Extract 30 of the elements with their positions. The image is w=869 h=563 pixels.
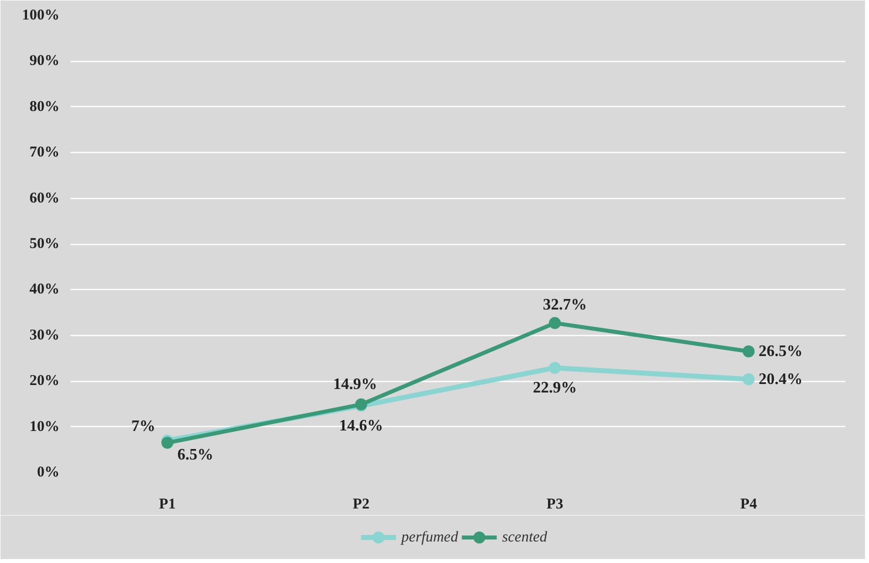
y-tick-label: 0%	[37, 464, 60, 480]
data-label: 6.5%	[177, 446, 214, 464]
y-tick-label: 80%	[30, 98, 60, 115]
y-tick-label: 40%	[30, 282, 60, 298]
point	[161, 436, 174, 449]
y-tick-label: 90%	[30, 53, 60, 70]
data-label: 7%	[131, 418, 156, 436]
data-label: 32.7%	[542, 296, 587, 314]
point	[548, 317, 561, 330]
x-tick-label: P4	[740, 496, 758, 512]
y-tick-label: 70%	[30, 144, 60, 161]
legend-label: perfumed	[400, 530, 459, 546]
y-tick-label: 20%	[30, 373, 60, 390]
data-label: 14.6%	[339, 417, 384, 434]
data-label: 22.9%	[532, 379, 577, 396]
data-label: 20.4%	[758, 370, 803, 388]
data-label: 14.9%	[333, 376, 378, 393]
y-tick-label: 100%	[22, 8, 60, 24]
y-tick-label: 30%	[30, 327, 60, 344]
y-tick-label: 10%	[30, 418, 60, 435]
point	[548, 362, 561, 374]
x-tick-label: P3	[546, 496, 564, 512]
point	[742, 345, 755, 358]
x-tick-label: P2	[352, 496, 370, 512]
y-tick-label: 60%	[30, 190, 60, 206]
legend-label: scented	[502, 530, 548, 546]
y-tick-label: 50%	[30, 236, 60, 252]
point	[742, 373, 755, 386]
data-label: 26.5%	[758, 342, 803, 360]
x-tick-label: P1	[159, 496, 176, 512]
